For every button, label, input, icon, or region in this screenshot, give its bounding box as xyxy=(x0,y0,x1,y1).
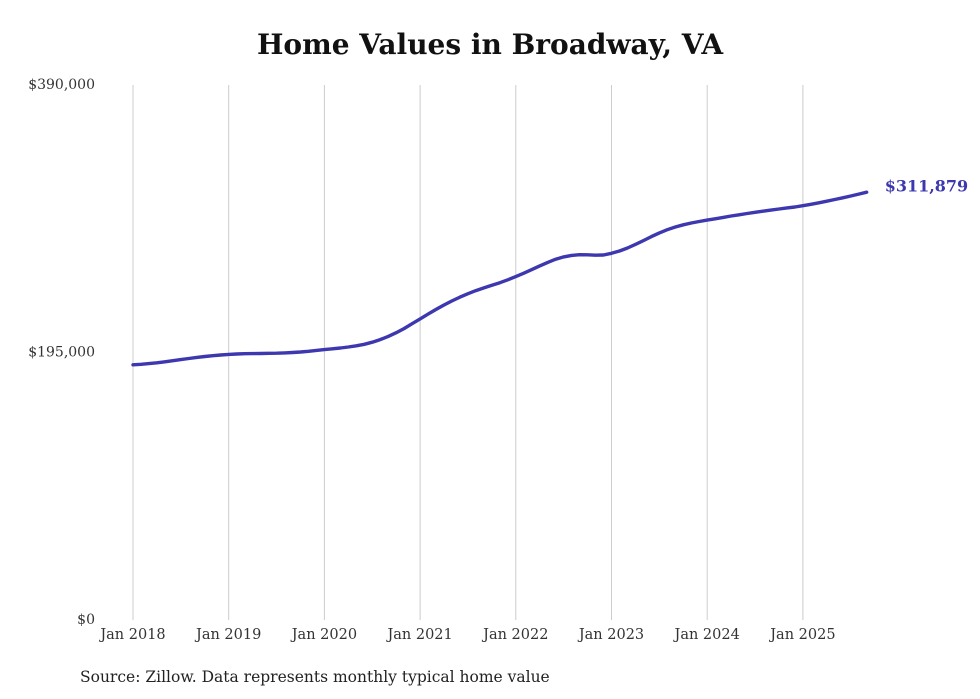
x-tick-label: Jan 2022 xyxy=(481,627,548,643)
x-tick-label: Jan 2019 xyxy=(194,627,261,643)
latest-value-label: $311,879 xyxy=(885,177,969,196)
source-note: Source: Zillow. Data represents monthly … xyxy=(80,668,550,686)
x-tick-label: Jan 2023 xyxy=(577,627,644,643)
y-tick-label: $195,000 xyxy=(28,345,95,361)
x-tick-label: Jan 2020 xyxy=(290,627,357,643)
x-tick-label: Jan 2021 xyxy=(385,627,452,643)
x-tick-label: Jan 2024 xyxy=(673,627,740,643)
y-tick-label: $0 xyxy=(77,612,95,628)
value-line xyxy=(131,190,869,367)
x-tick-label: Jan 2025 xyxy=(768,627,835,643)
chart-title: Home Values in Broadway, VA xyxy=(256,28,724,61)
x-tick-label: Jan 2018 xyxy=(98,627,165,643)
y-tick-label: $390,000 xyxy=(28,77,95,93)
